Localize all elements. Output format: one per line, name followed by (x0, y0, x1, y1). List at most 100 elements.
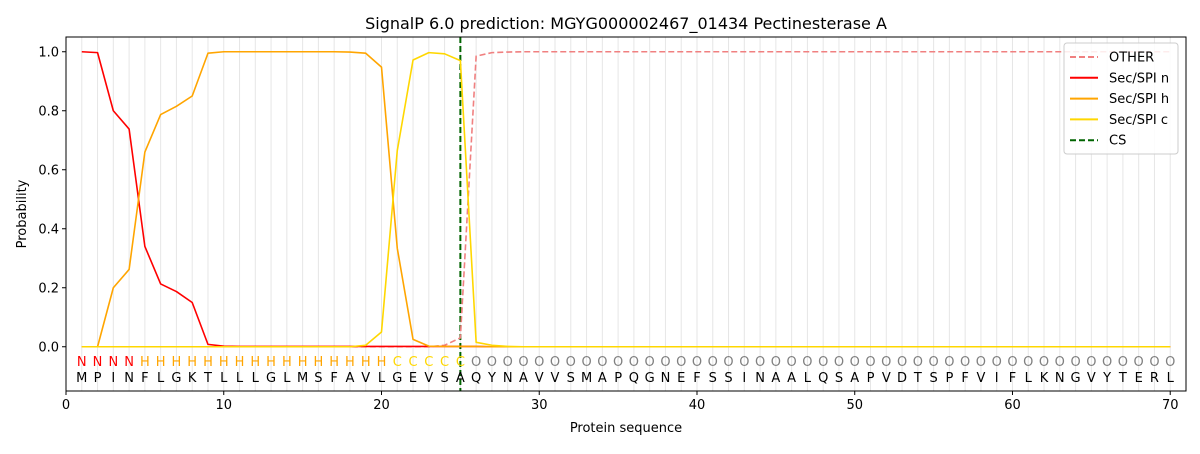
residue-label: L (378, 371, 386, 386)
region-label: O (865, 355, 875, 370)
series-lines (81, 50, 1171, 348)
region-label: O (503, 355, 513, 370)
region-label: H (314, 355, 324, 370)
residue-label: A (598, 371, 607, 386)
x-tick-label: 70 (1162, 398, 1179, 413)
region-label: O (755, 355, 765, 370)
residue-label: N (661, 371, 671, 386)
residue-label: F (330, 371, 337, 386)
residue-label: V (535, 371, 544, 386)
region-label: H (187, 355, 197, 370)
residue-label: P (94, 371, 102, 386)
residue-label: M (76, 371, 87, 386)
region-label: N (93, 355, 103, 370)
residue-label: S (709, 371, 717, 386)
residue-label: F (693, 371, 700, 386)
residue-label: Q (629, 371, 639, 386)
region-label: O (1023, 355, 1033, 370)
y-tick-label: 1.0 (38, 45, 59, 60)
region-label: O (976, 355, 986, 370)
region-label: O (1102, 355, 1112, 370)
region-label: H (219, 355, 229, 370)
region-label: O (787, 355, 797, 370)
region-label: O (518, 355, 528, 370)
region-label: O (802, 355, 812, 370)
region-label: O (613, 355, 623, 370)
region-label: O (1086, 355, 1096, 370)
residue-label: E (677, 371, 685, 386)
region-label: O (913, 355, 923, 370)
residue-label: F (961, 371, 968, 386)
residue-label: F (1009, 371, 1016, 386)
residue-label: S (724, 371, 732, 386)
residue-label: R (1150, 371, 1159, 386)
residue-label: Q (818, 371, 828, 386)
series-line-sec-spi-c (81, 51, 1171, 348)
residue-label: L (236, 371, 244, 386)
x-tick-label: 60 (1004, 398, 1021, 413)
residue-label: V (551, 371, 560, 386)
residue-label: D (897, 371, 907, 386)
y-tick-label: 0.0 (38, 340, 59, 355)
x-tick-label: 20 (373, 398, 390, 413)
residue-label: L (252, 371, 260, 386)
region-label: O (739, 355, 749, 370)
region-label: N (108, 355, 118, 370)
region-label: O (1070, 355, 1080, 370)
residue-label: N (755, 371, 765, 386)
residue-label: A (850, 371, 859, 386)
region-label: O (1055, 355, 1065, 370)
residue-label: V (976, 371, 985, 386)
region-label: O (487, 355, 497, 370)
region-label: O (1134, 355, 1144, 370)
x-tick-label: 40 (689, 398, 706, 413)
legend-box (1063, 42, 1179, 155)
x-tick-label: 10 (215, 398, 232, 413)
residue-label: L (1025, 371, 1033, 386)
residue-label: P (867, 371, 875, 386)
residue-label: G (266, 371, 276, 386)
y-tick-label: 0.2 (38, 281, 59, 296)
chart-title: SignalP 6.0 prediction: MGYG000002467_01… (365, 14, 887, 34)
region-label: O (850, 355, 860, 370)
region-label: O (550, 355, 560, 370)
region-label: O (944, 355, 954, 370)
region-label: O (818, 355, 828, 370)
legend-label: CS (1109, 134, 1126, 149)
region-label: H (235, 355, 245, 370)
region-label: H (250, 355, 260, 370)
region-label: O (771, 355, 781, 370)
sequence-annotation: NMNPNINNHFHLHGHKHTHLHLHLHGHLHMHSHFHAHVHL… (76, 355, 1175, 386)
region-label: O (676, 355, 686, 370)
residue-label: L (157, 371, 165, 386)
region-label: O (723, 355, 733, 370)
residue-label: L (1167, 371, 1175, 386)
region-label: H (329, 355, 339, 370)
region-label: N (124, 355, 134, 370)
region-label: H (140, 355, 150, 370)
residue-label: V (424, 371, 433, 386)
x-tick-label: 0 (62, 398, 70, 413)
residue-label: K (188, 371, 197, 386)
region-label: O (708, 355, 718, 370)
plot-frame (65, 36, 1187, 392)
residue-label: V (882, 371, 891, 386)
region-label: O (897, 355, 907, 370)
region-label: H (172, 355, 182, 370)
residue-label: T (203, 371, 212, 386)
y-tick-label: 0.6 (38, 163, 59, 178)
legend-label: OTHER (1109, 51, 1154, 66)
residue-label: P (614, 371, 622, 386)
series-line-sec-spi-h (81, 50, 1171, 348)
residue-label: T (913, 371, 922, 386)
residue-label: I (111, 371, 115, 386)
legend-label: Sec/SPI h (1109, 92, 1169, 107)
residue-label: M (581, 371, 592, 386)
region-label: H (298, 355, 308, 370)
region-label: O (581, 355, 591, 370)
region-label: O (834, 355, 844, 370)
region-label: O (992, 355, 1002, 370)
grid-lines (81, 37, 1171, 391)
residue-label: L (220, 371, 228, 386)
residue-label: S (929, 371, 937, 386)
